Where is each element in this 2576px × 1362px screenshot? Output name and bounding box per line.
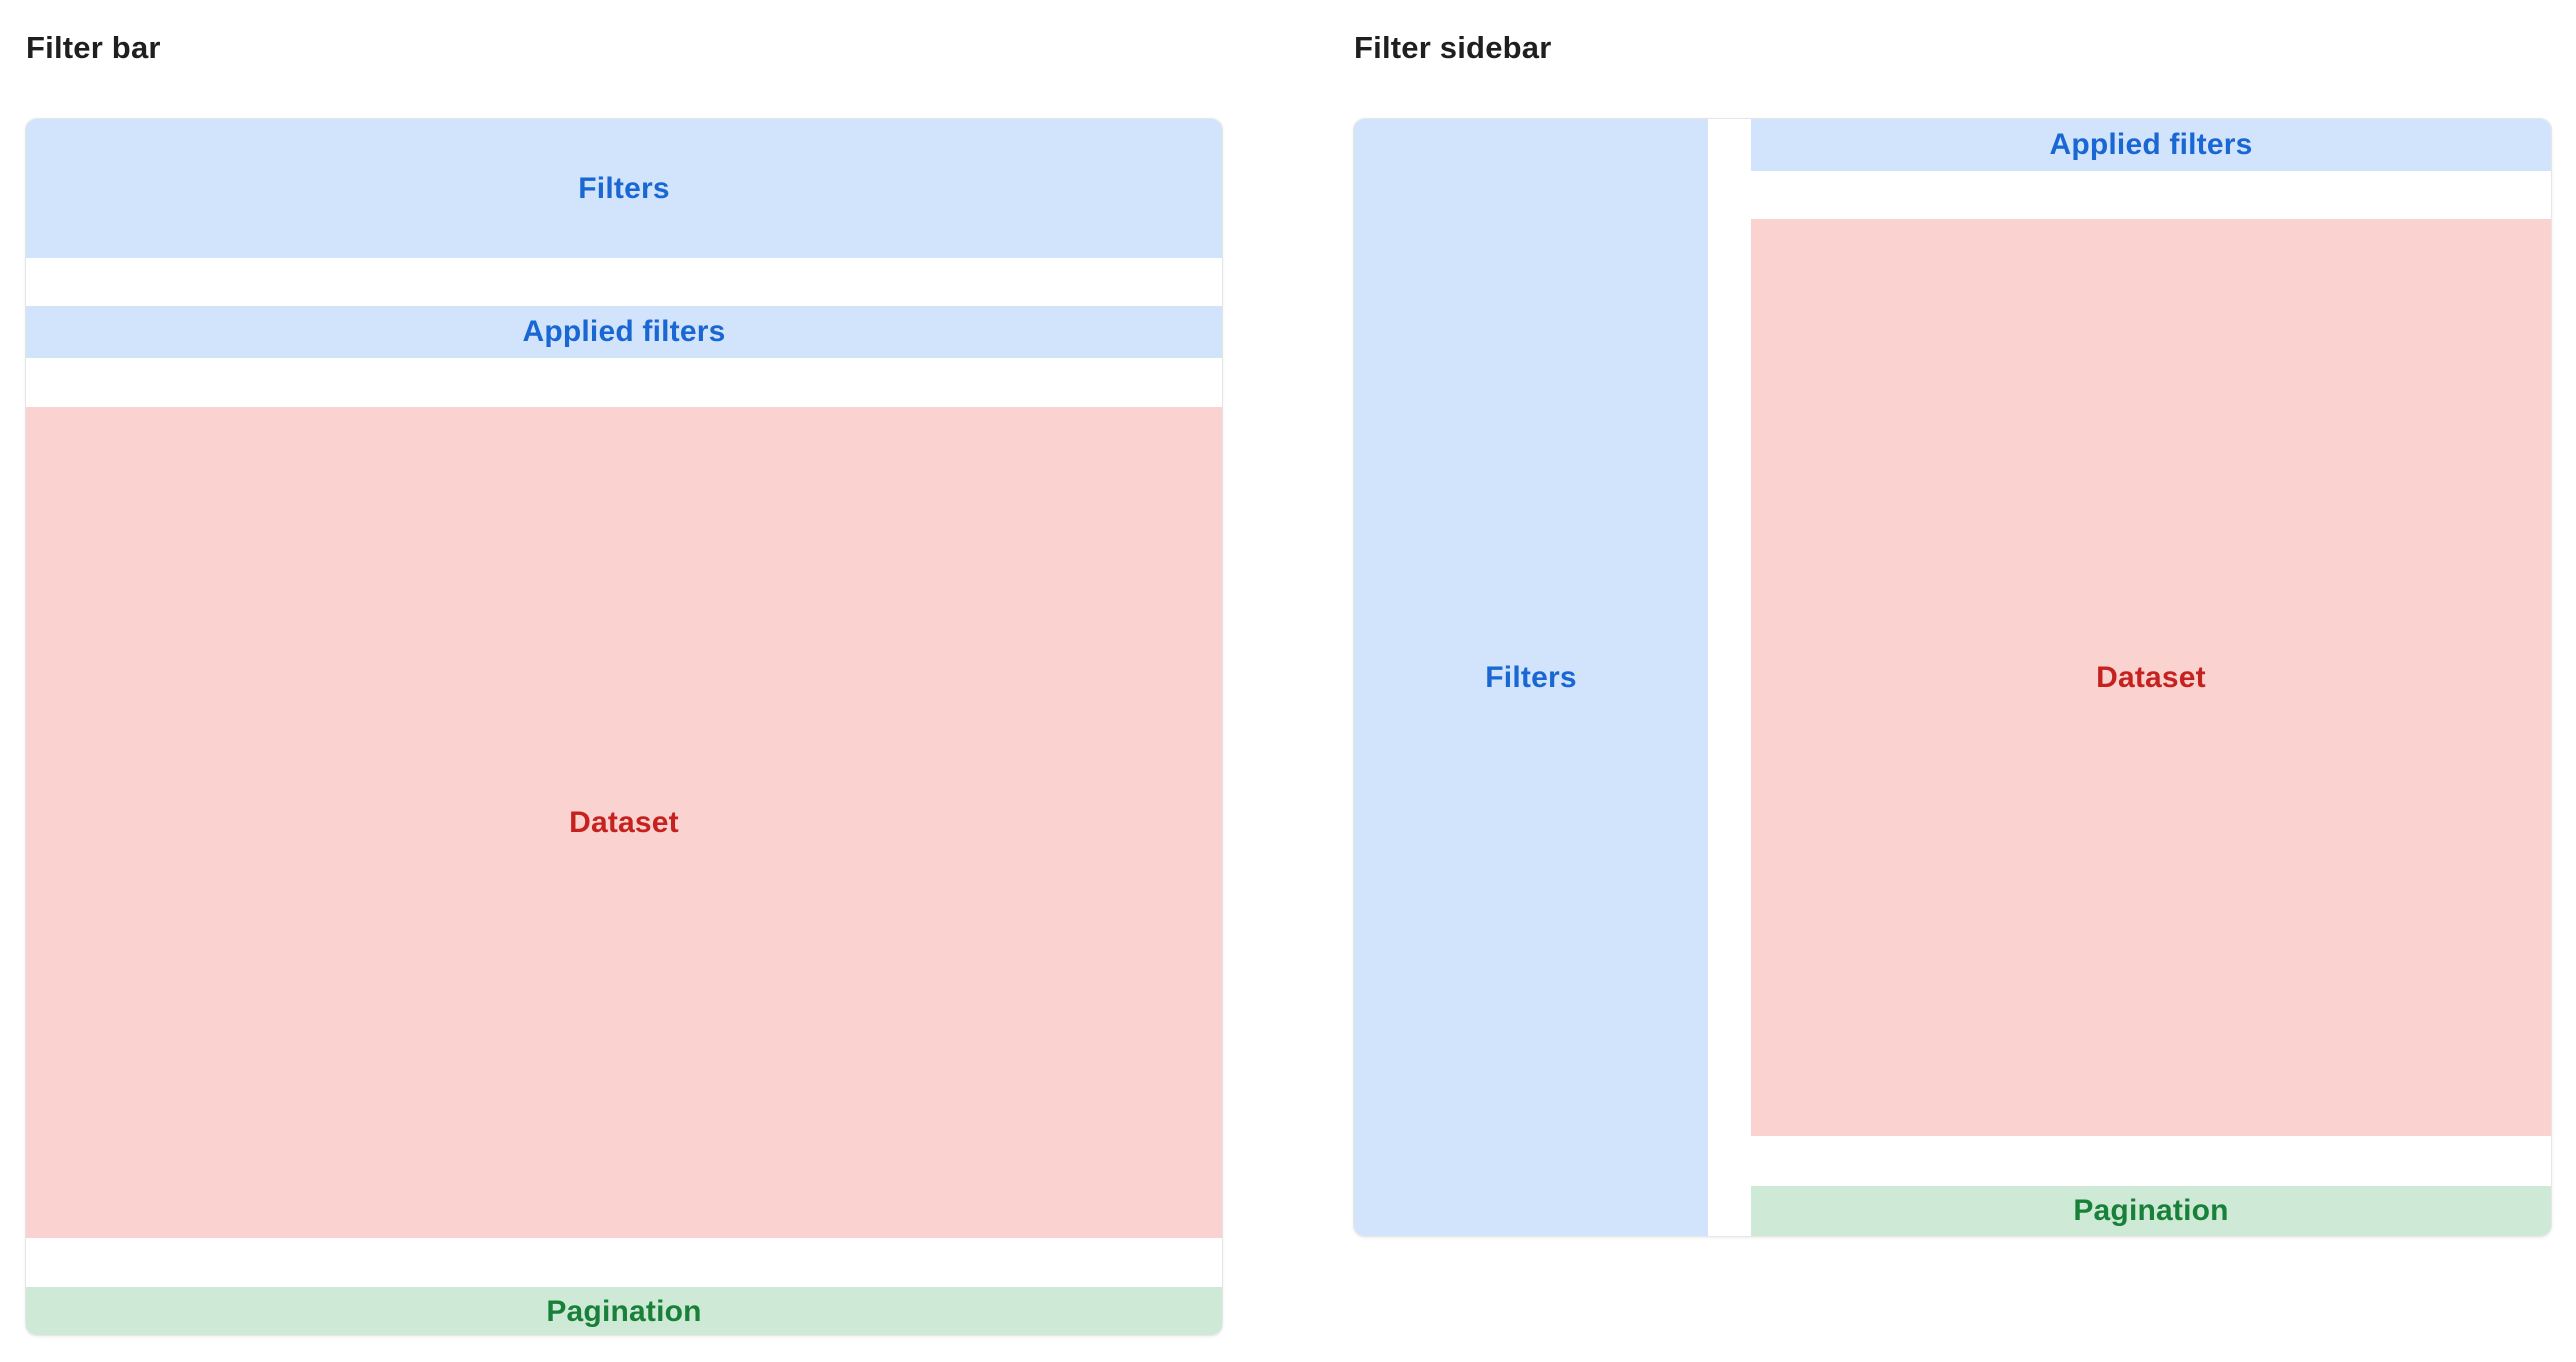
dataset-label: Dataset xyxy=(569,805,679,839)
filter-sidebar-layout-diagram: Filters Applied filters Dataset Paginati… xyxy=(1353,118,2552,1237)
applied-filters-block: Applied filters xyxy=(26,306,1222,358)
filter-bar-layout-diagram: Filters Applied filters Dataset Paginati… xyxy=(25,118,1223,1336)
filters-sidebar-block: Filters xyxy=(1354,119,1708,1236)
pagination-label: Pagination xyxy=(2073,1194,2229,1227)
pagination-block: Pagination xyxy=(1751,1186,2551,1236)
dataset-block: Dataset xyxy=(1751,219,2551,1136)
dataset-block: Dataset xyxy=(26,407,1222,1238)
applied-filters-label: Applied filters xyxy=(522,315,726,348)
filter-bar-title: Filter bar xyxy=(26,30,161,65)
filters-label: Filters xyxy=(1485,660,1577,694)
applied-filters-label: Applied filters xyxy=(2049,128,2253,161)
applied-filters-block: Applied filters xyxy=(1751,119,2551,171)
filter-sidebar-title: Filter sidebar xyxy=(1354,30,1552,65)
dataset-label: Dataset xyxy=(2096,660,2206,694)
filters-label: Filters xyxy=(578,171,670,205)
pagination-label: Pagination xyxy=(546,1295,702,1328)
content-column: Applied filters Dataset Pagination xyxy=(1751,119,2551,1236)
filters-block: Filters xyxy=(26,119,1222,258)
pagination-block: Pagination xyxy=(26,1287,1222,1335)
